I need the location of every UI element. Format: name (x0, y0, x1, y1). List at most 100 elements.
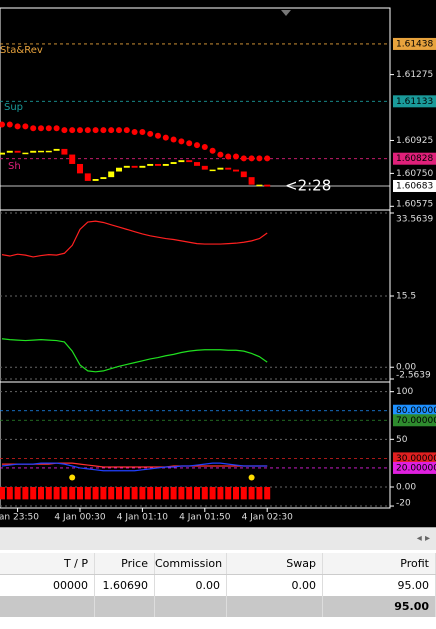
signal-dot (69, 474, 76, 481)
level-box (393, 37, 436, 50)
candle (6, 150, 13, 153)
table-cell (0, 596, 95, 617)
candle (155, 163, 161, 166)
annotation: Sta&Rev (0, 45, 43, 56)
band-dot (170, 136, 177, 143)
histogram-bar (30, 486, 37, 500)
y-tick-label: 0.00 (396, 363, 416, 373)
band-dot (100, 127, 107, 134)
band-dot (22, 123, 29, 130)
level-label: 20.00000 (396, 463, 436, 473)
candle (53, 148, 60, 151)
table-row: 00000 1.60690 0.00 0.00 95.00 (0, 575, 436, 596)
level-box (393, 404, 436, 417)
candle (92, 179, 99, 181)
candle (84, 173, 91, 181)
level-label: 70.00000 (396, 416, 436, 426)
histogram-bar (147, 486, 154, 500)
candle (194, 162, 200, 166)
band-dot (201, 144, 208, 151)
band-dot (108, 127, 115, 134)
band-dot (53, 125, 60, 132)
band-dot (155, 132, 161, 139)
band-dot (45, 125, 52, 132)
x-tick-label: Jan 23:50 (0, 513, 39, 523)
histogram-bar (22, 486, 29, 500)
candle (209, 169, 216, 172)
y-tick-label: 100 (396, 387, 413, 397)
chart-window: 1.61275 1.60925 1.60750 1.60575 1.61438 1.611… (0, 0, 436, 527)
y-tick-label: 1.60575 (396, 200, 433, 210)
x-tick-label: 4 Jan 01:10 (117, 513, 169, 523)
candle (131, 165, 138, 168)
candle (45, 150, 52, 153)
y-tick-label: 1.60750 (396, 169, 433, 179)
histogram-bar (256, 486, 263, 500)
table-cell (227, 596, 323, 617)
candle (233, 169, 239, 172)
band-dot (6, 121, 13, 128)
band-dot (248, 155, 255, 162)
band-dot (77, 127, 83, 134)
candle (123, 165, 130, 168)
tab-strip: ◂ ▸ (0, 527, 436, 550)
band-dot (84, 127, 91, 134)
y-tick-label: 0.00 (396, 482, 416, 492)
y-tick-label: 33.5639 (396, 215, 433, 225)
trade-table: ◂ ▸ T / P Price Commission Swap Profit 00000 1… (0, 527, 436, 629)
band-dot (116, 127, 122, 134)
candle (14, 150, 21, 153)
band-dot (162, 134, 169, 141)
candle (22, 152, 29, 155)
level-box (393, 95, 436, 108)
table-cell: T / P (0, 553, 95, 574)
histogram-bar (100, 486, 107, 500)
band-dot (194, 142, 200, 149)
candle (178, 160, 185, 163)
annotation: Sup (4, 102, 23, 113)
candle (139, 165, 146, 168)
table-row: 95.00 (0, 596, 436, 617)
histogram-bar (69, 486, 76, 500)
candle (248, 177, 255, 185)
candle (225, 167, 232, 170)
histogram-bar (77, 486, 83, 500)
candle (0, 152, 5, 155)
histogram-bar (248, 486, 255, 500)
band-dot (233, 153, 239, 160)
candle (186, 160, 193, 163)
table-cell: Profit (323, 553, 436, 574)
band-dot (0, 121, 5, 128)
histogram-bar (61, 486, 68, 500)
histogram-bar (38, 486, 44, 500)
table-cell: Commission (155, 553, 227, 574)
y-tick-label: -2.5639 (396, 371, 431, 381)
band-dot (38, 125, 44, 132)
band-dot (209, 147, 216, 154)
candle (30, 150, 37, 153)
y-tick-label: 15.5 (396, 292, 416, 302)
histogram-bar (14, 486, 21, 500)
histogram-bar (155, 486, 161, 500)
y-tick-label: -20 (396, 499, 411, 509)
table-row: T / P Price Commission Swap Profit (0, 553, 436, 575)
table-cell: 0.00 (155, 575, 227, 596)
band-dot (123, 127, 130, 134)
level-label: 30.00000 (396, 454, 436, 464)
histogram-bar (178, 486, 185, 500)
annotation: <2:28 (285, 176, 331, 194)
histogram-bar (116, 486, 122, 500)
level-label: 1.60683 (396, 181, 433, 191)
table-cell: 95.00 (323, 596, 436, 617)
level-label: 1.61438 (396, 39, 433, 49)
band-dot (92, 127, 99, 134)
histogram-bar (0, 486, 5, 500)
table-cell: Swap (227, 553, 323, 574)
histogram-bar (194, 486, 200, 500)
annotation: Sh (8, 161, 21, 172)
histogram-bar (170, 486, 177, 500)
band-dot (264, 155, 271, 162)
candle (256, 184, 263, 187)
level-label: 1.60828 (396, 154, 433, 164)
